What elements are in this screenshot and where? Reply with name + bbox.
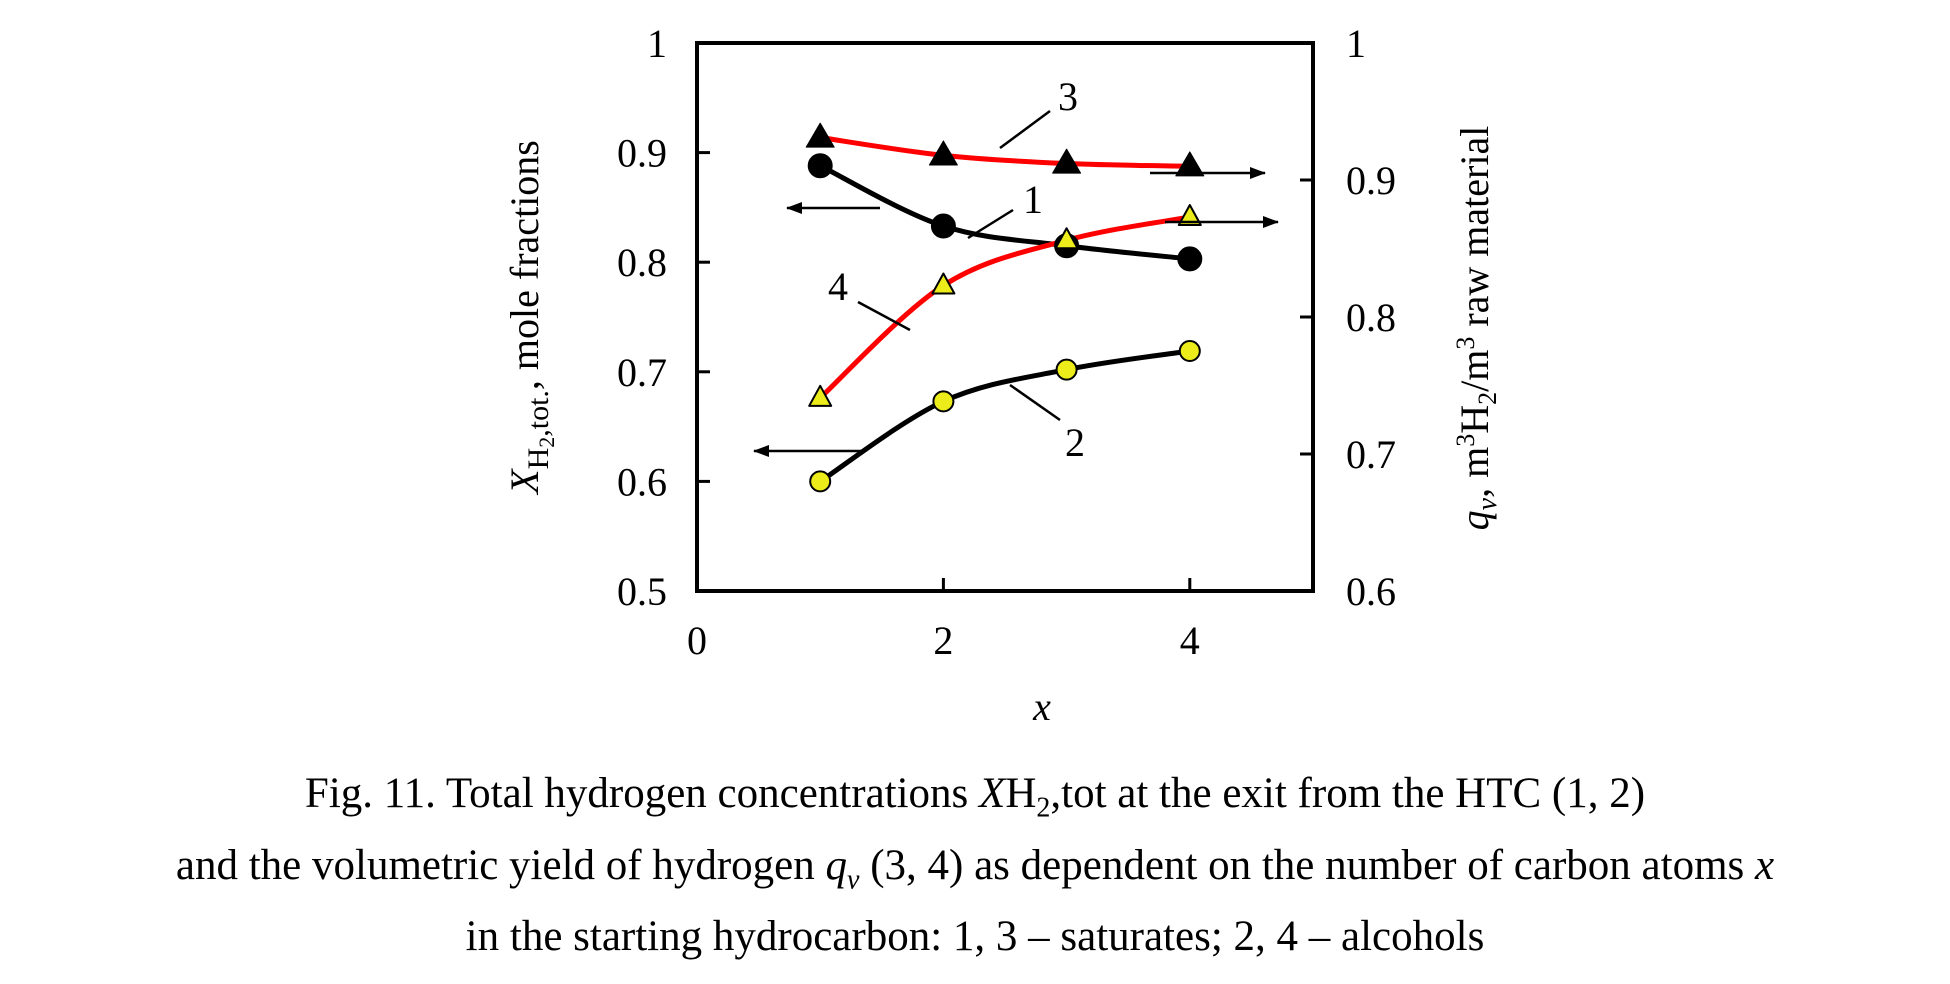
- series-4-point-3: [1054, 227, 1079, 250]
- series-4-point-4: [1177, 203, 1202, 226]
- x-tick-label-0: 0: [687, 618, 707, 663]
- right-axis-ticks: 0.6 0.7 0.8 0.9 1: [1300, 21, 1396, 614]
- left-tick-label-5: 1: [647, 21, 667, 66]
- left-tick-label-2: 0.7: [617, 350, 667, 395]
- series-2-point-2: [932, 390, 955, 413]
- label-3-leader: [999, 109, 1051, 150]
- caption-line-2-sub-v: v: [847, 864, 860, 896]
- x-axis-ticks: 0 2 4: [687, 578, 1200, 663]
- left-tick-label-3: 0.8: [617, 240, 667, 285]
- right-axis-title-h: H: [1452, 405, 1497, 434]
- right-axis-title-sub-v: v: [1472, 497, 1503, 510]
- right-tick-label-4: 1: [1346, 21, 1366, 66]
- right-tick-label-0: 0.6: [1346, 569, 1396, 614]
- series-2-point-4: [1178, 339, 1201, 362]
- right-tick-label-1: 0.7: [1346, 432, 1396, 477]
- series-3-point-1: [805, 122, 835, 148]
- caption-line-1-text-b: ,tot at the exit from the HTC (1, 2): [1050, 770, 1646, 817]
- left-tick-label-1: 0.6: [617, 459, 667, 504]
- right-axis-title-sup-3: 3: [1451, 434, 1480, 447]
- left-tick-label-4: 0.9: [617, 131, 667, 176]
- series-1-point-2: [930, 213, 956, 239]
- caption-line-1-text-a: Fig. 11. Total hydrogen concentrations: [304, 770, 980, 817]
- series-4-point-2: [931, 272, 956, 295]
- series-3-line: [817, 135, 1193, 169]
- right-tick-label-2: 0.8: [1346, 295, 1396, 340]
- series-2-point-3: [1055, 358, 1078, 381]
- left-axis-title-sub-tot: ,tot.: [522, 390, 555, 437]
- left-axis-title-sub-h: H: [522, 448, 555, 470]
- chart: 0.5 0.6 0.7 0.8 0.9 1 0.6 0.7 0.8 0.9 1 0 2 4 3 1 4…: [502, 21, 1503, 729]
- caption-line-2: and the volumetric yield of hydrogen qv …: [0, 837, 1950, 909]
- right-axis-title-sup-3b: 3: [1451, 337, 1480, 350]
- series-1-point-4: [1177, 246, 1203, 272]
- series-4-point-1: [808, 384, 833, 407]
- series-lines: [817, 135, 1193, 484]
- left-axis-title-units: , mole fractions: [502, 140, 547, 390]
- right-axis-title-units: raw material: [1452, 126, 1497, 337]
- caption-line-2-text-b: (3, 4) as dependent on the number of car…: [859, 841, 1756, 889]
- right-axis-title: qv, m3H2/m3 raw material: [1451, 126, 1503, 531]
- series-3-point-4: [1175, 151, 1205, 177]
- series-1-point-1: [807, 153, 833, 179]
- left-axis-ticks: 0.5 0.6 0.7 0.8 0.9 1: [617, 21, 710, 614]
- left-axis-title: XH2,tot., mole fractions: [502, 140, 559, 496]
- plot-frame: [695, 41, 1315, 593]
- series-markers: [805, 122, 1205, 493]
- caption-line-1-sub: 2: [1036, 792, 1051, 824]
- label-4-leader: [857, 300, 911, 332]
- right-axis-title-sub-2: 2: [1473, 392, 1502, 405]
- label-1-leader: [967, 208, 1014, 240]
- caption-line-2-text-a: and the volumetric yield of hydrogen: [175, 841, 826, 889]
- series-2-point-1: [809, 470, 832, 493]
- x-tick-label-1: 2: [933, 618, 953, 663]
- right-axis-title-symbol: q: [1452, 510, 1497, 530]
- caption-line-2-symbol-q: q: [825, 841, 848, 889]
- series-2-line: [817, 348, 1193, 484]
- x-tick-label-2: 4: [1180, 618, 1200, 663]
- series-4-label: 4: [828, 264, 848, 309]
- left-tick-label-0: 0.5: [617, 569, 667, 614]
- series-1-line: [817, 163, 1193, 262]
- caption-line-3: in the starting hydrocarbon: 1, 3 – satu…: [465, 913, 1485, 961]
- left-axis-title-symbol: X: [502, 468, 547, 496]
- label-2-leader: [1009, 383, 1061, 422]
- series-2-label: 2: [1065, 420, 1085, 465]
- series-4-line: [817, 214, 1193, 401]
- right-axis-title-m: , m: [1452, 447, 1497, 498]
- x-axis-title: x: [1032, 684, 1051, 729]
- series-3-label: 3: [1058, 74, 1078, 119]
- left-axis-title-sub-2: 2: [534, 437, 559, 448]
- caption-line-1-symbol-x: X: [979, 770, 1006, 817]
- figure-caption: Fig. 11. Total hydrogen concentrations X…: [0, 765, 1950, 965]
- caption-line-1-symbol-h: H: [1005, 770, 1037, 817]
- right-tick-label-3: 0.9: [1346, 158, 1396, 203]
- series-3-point-2: [928, 140, 958, 166]
- series-1-label: 1: [1023, 177, 1043, 222]
- caption-line-2-symbol-x: x: [1755, 841, 1775, 889]
- right-axis-title-per-m: /m: [1452, 350, 1497, 392]
- caption-line-1: Fig. 11. Total hydrogen concentrations X…: [0, 765, 1950, 837]
- series-3-point-3: [1052, 148, 1082, 174]
